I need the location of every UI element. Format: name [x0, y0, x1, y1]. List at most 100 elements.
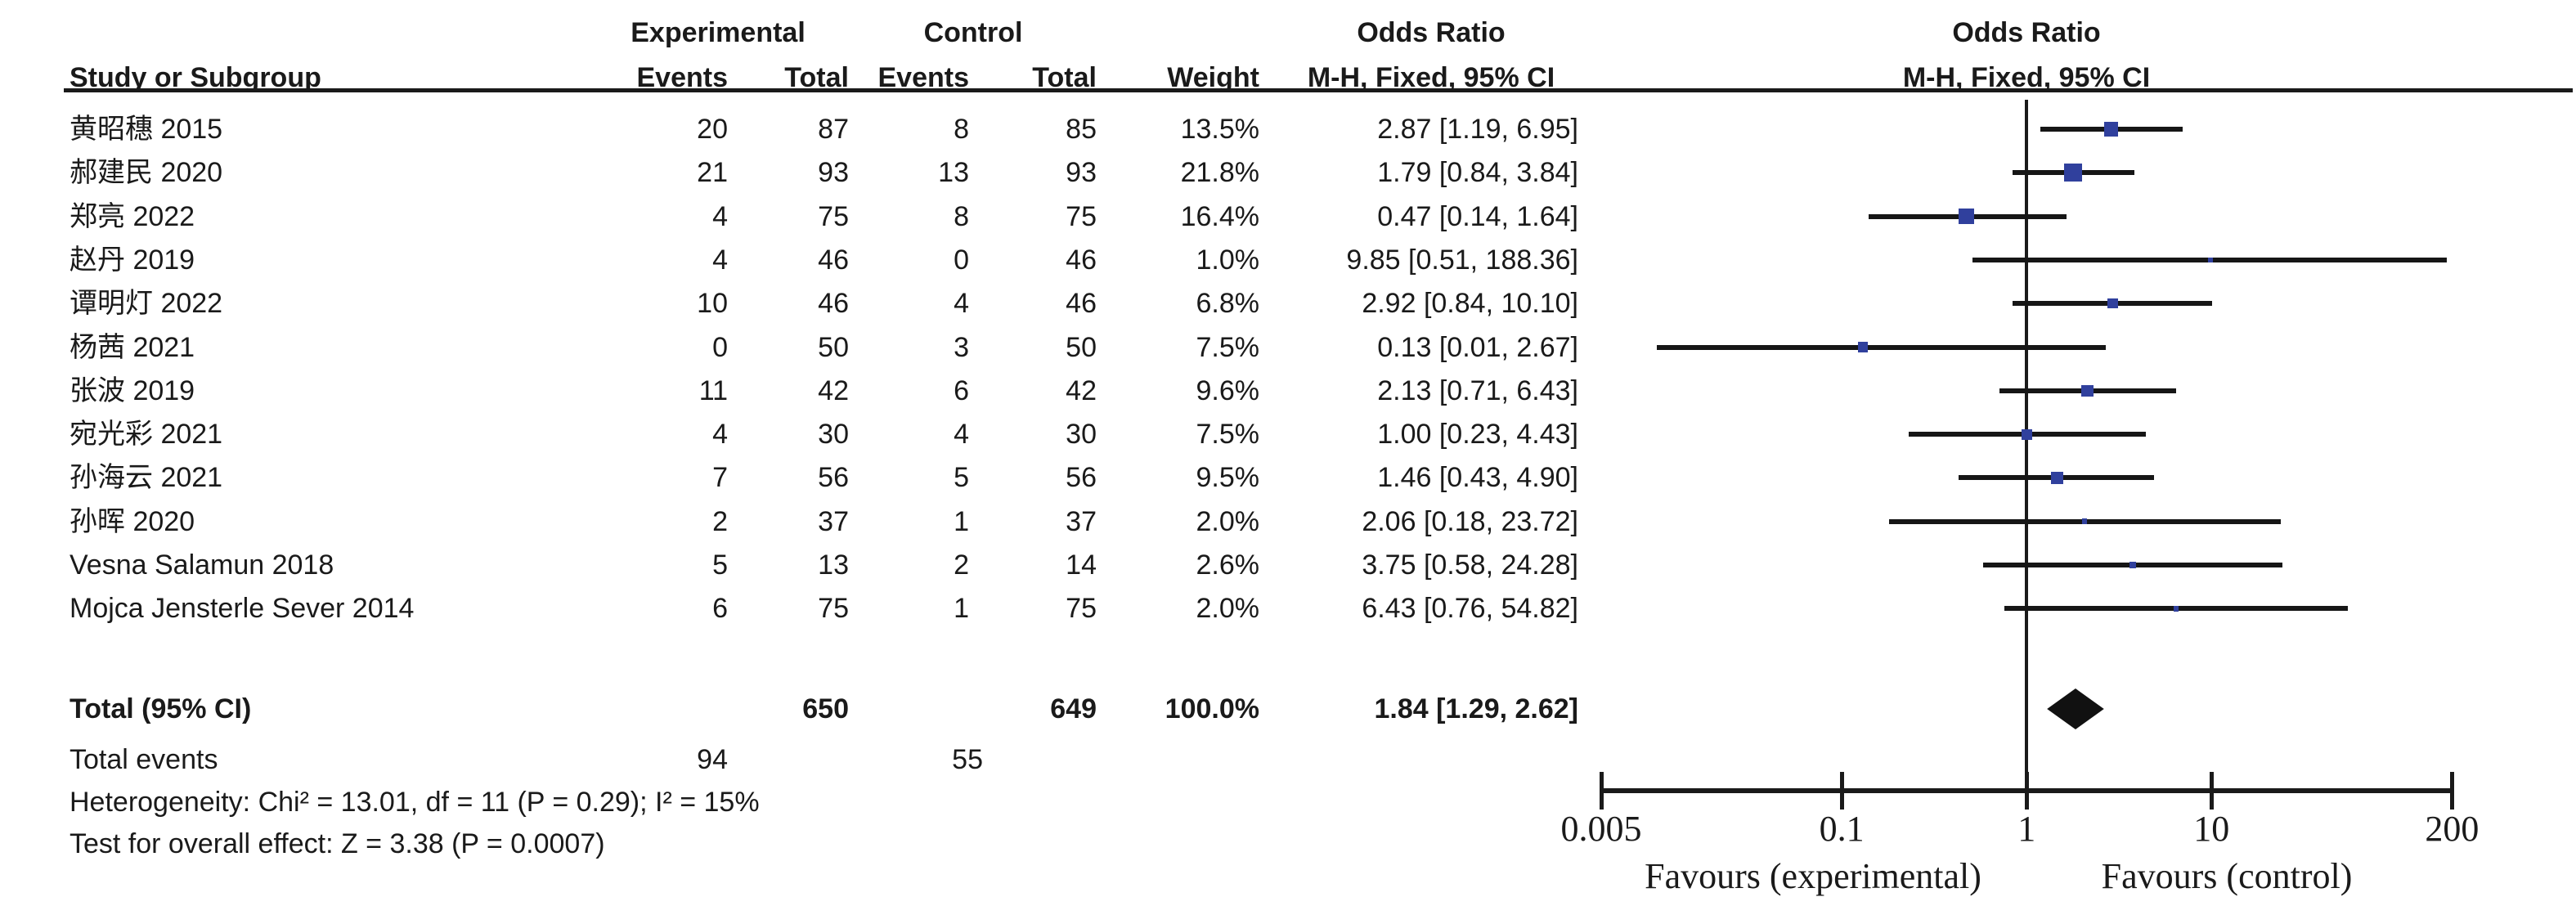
point-estimate-square: [2081, 384, 2094, 397]
study-total-control: 50: [1066, 331, 1097, 363]
study-weight: 7.5%: [1196, 419, 1260, 451]
study-name: 郝建民 2020: [70, 157, 223, 189]
point-estimate-square: [2107, 298, 2118, 309]
study-total-control: 56: [1066, 462, 1097, 494]
point-estimate-square: [2051, 472, 2063, 484]
axis-tick-label: 1: [2017, 809, 2036, 849]
point-estimate-square: [1857, 342, 1869, 352]
study-weight: 7.5%: [1196, 331, 1260, 363]
study-weight: 9.5%: [1196, 462, 1260, 494]
study-or-ci: 9.85 [0.51, 188.36]: [1346, 244, 1578, 276]
study-or-ci: 1.00 [0.23, 4.43]: [1377, 419, 1578, 451]
study-weight: 6.8%: [1196, 288, 1260, 320]
study-name: 宛光彩 2021: [70, 419, 223, 451]
study-events-control: 1: [954, 505, 969, 537]
study-or-ci: 6.43 [0.76, 54.82]: [1362, 593, 1578, 625]
ci-line: [1657, 344, 2106, 350]
point-estimate-square: [2064, 164, 2083, 182]
study-total-experimental: 87: [818, 114, 849, 145]
pooled-effect-diamond: [2047, 688, 2104, 729]
axis-tick-label: 0.1: [1819, 809, 1865, 849]
column-group-odds-ratio-text: Odds Ratio: [1357, 17, 1506, 48]
study-events-control: 8: [954, 200, 969, 232]
study-total-experimental: 42: [818, 375, 849, 406]
study-events-experimental: 5: [712, 549, 728, 581]
total-row-weight: 100.0%: [1165, 693, 1259, 724]
study-name: 郑亮 2022: [70, 200, 195, 232]
study-total-control: 14: [1066, 549, 1097, 581]
study-total-experimental: 37: [818, 505, 849, 537]
column-header-total-experimental: Total: [784, 62, 849, 93]
study-total-experimental: 50: [818, 331, 849, 363]
point-estimate-square: [2129, 562, 2136, 568]
total-row-label: Total (95% CI): [70, 693, 252, 724]
study-or-ci: 3.75 [0.58, 24.28]: [1362, 549, 1578, 581]
overall-effect-stat: Test for overall effect: Z = 3.38 (P = 0…: [70, 828, 605, 859]
axis-tick: [1839, 772, 1844, 810]
study-events-experimental: 4: [712, 200, 728, 232]
point-estimate-square: [1958, 209, 1974, 225]
study-or-ci: 1.79 [0.84, 3.84]: [1377, 157, 1578, 189]
point-estimate-square: [2104, 122, 2119, 137]
study-weight: 1.0%: [1196, 244, 1260, 276]
study-total-experimental: 30: [818, 419, 849, 451]
study-weight: 2.0%: [1196, 593, 1260, 625]
axis-tick: [2024, 772, 2029, 810]
column-header-mh-fixed-text: M-H, Fixed, 95% CI: [1307, 62, 1555, 93]
study-or-ci: 0.13 [0.01, 2.67]: [1377, 331, 1578, 363]
point-estimate-square: [2207, 257, 2213, 262]
study-name: 孙海云 2021: [70, 462, 223, 494]
study-total-control: 46: [1066, 288, 1097, 320]
column-header-total-control: Total: [1032, 62, 1097, 93]
study-or-ci: 2.92 [0.84, 10.10]: [1362, 288, 1578, 320]
axis-tick-label: 10: [2193, 809, 2230, 849]
study-total-experimental: 56: [818, 462, 849, 494]
favours-control-label: Favours (control): [2101, 856, 2353, 896]
study-name: 谭明灯 2022: [70, 288, 223, 320]
study-events-experimental: 11: [698, 375, 728, 406]
study-events-experimental: 21: [697, 157, 728, 189]
study-weight: 13.5%: [1180, 114, 1259, 145]
study-events-control: 13: [938, 157, 969, 189]
study-name: 孙晖 2020: [70, 505, 195, 537]
null-effect-line: [2025, 100, 2028, 793]
point-estimate-square: [2021, 428, 2032, 440]
total-events-control: 55: [952, 744, 983, 775]
study-total-control: 75: [1066, 200, 1097, 232]
study-total-control: 37: [1066, 505, 1097, 537]
study-name: 黄昭穗 2015: [70, 114, 223, 145]
study-total-experimental: 75: [818, 593, 849, 625]
axis-tick: [2449, 772, 2454, 810]
point-estimate-square: [2173, 606, 2179, 612]
study-weight: 16.4%: [1180, 200, 1259, 232]
study-name: 张波 2019: [70, 375, 195, 406]
study-total-control: 93: [1066, 157, 1097, 189]
column-header-events-control: Events: [877, 62, 970, 93]
study-total-experimental: 46: [818, 244, 849, 276]
total-events-label: Total events: [70, 744, 218, 775]
axis-tick: [1599, 772, 1604, 810]
study-total-control: 85: [1066, 114, 1097, 145]
column-header-events-experimental: Events: [636, 62, 729, 93]
column-header-mh-fixed-plot: M-H, Fixed, 95% CI: [1902, 62, 2151, 93]
study-events-control: 0: [954, 244, 969, 276]
study-events-experimental: 0: [712, 331, 728, 363]
total-row-total-experimental: 650: [802, 693, 849, 724]
study-events-experimental: 20: [697, 114, 728, 145]
study-name: Vesna Salamun 2018: [70, 549, 334, 581]
total-row-total-control: 649: [1050, 693, 1097, 724]
study-events-experimental: 10: [697, 288, 728, 320]
study-total-experimental: 93: [818, 157, 849, 189]
study-events-control: 5: [954, 462, 969, 494]
study-or-ci: 2.06 [0.18, 23.72]: [1362, 505, 1578, 537]
study-events-experimental: 4: [712, 244, 728, 276]
study-weight: 21.8%: [1180, 157, 1259, 189]
study-total-control: 75: [1066, 593, 1097, 625]
header-divider-line: [64, 88, 2573, 92]
study-events-control: 4: [954, 419, 969, 451]
total-events-experimental: 94: [697, 744, 728, 775]
axis-tick: [2209, 772, 2214, 810]
study-events-experimental: 2: [712, 505, 728, 537]
axis-tick-label: 200: [2425, 809, 2480, 849]
study-weight: 2.0%: [1196, 505, 1260, 537]
